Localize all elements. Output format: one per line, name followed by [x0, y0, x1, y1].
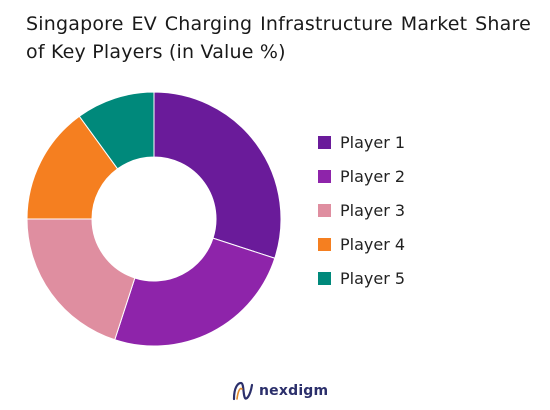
- legend-swatch: [318, 203, 331, 217]
- donut-slice-3: [26, 218, 136, 341]
- legend-item-5: Player 5: [318, 261, 518, 295]
- legend-swatch: [318, 237, 331, 251]
- legend-label: Player 2: [340, 166, 406, 186]
- legend-item-1: Player 1: [318, 125, 518, 159]
- legend-swatch: [318, 271, 331, 285]
- legend-item-2: Player 2: [318, 159, 518, 193]
- nexdigm-logo-icon: [232, 381, 254, 401]
- legend-swatch: [318, 135, 331, 149]
- brand-logo: nexdigm: [232, 380, 328, 402]
- donut-slice-5: [78, 91, 155, 170]
- legend-label: Player 1: [340, 132, 406, 152]
- legend-item-3: Player 3: [318, 193, 518, 227]
- donut-slice-2: [114, 237, 276, 347]
- legend-label: Player 4: [340, 234, 406, 254]
- chart-title: Singapore EV Charging Infrastructure Mar…: [26, 13, 531, 63]
- legend-label: Player 5: [340, 268, 406, 288]
- donut-slice-1: [153, 91, 282, 259]
- legend-item-4: Player 4: [318, 227, 518, 261]
- legend-label: Player 3: [340, 200, 406, 220]
- brand-name: nexdigm: [259, 383, 329, 399]
- chart-legend: Player 1 Player 2 Player 3 Player 4 Player 5: [318, 125, 518, 295]
- legend-swatch: [318, 169, 331, 183]
